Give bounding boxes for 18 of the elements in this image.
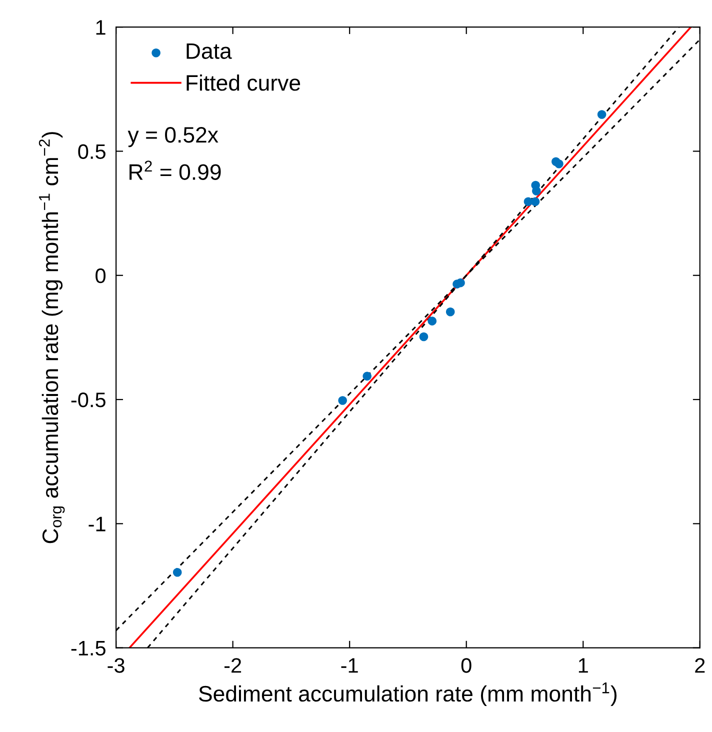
legend-label: Fitted curve [186, 74, 300, 91]
x-tick-label: -2 [224, 658, 242, 673]
x-tick-label: 0 [461, 658, 472, 673]
y-tick-label: 0.5 [78, 144, 106, 159]
x-tick-label: 1 [578, 658, 588, 673]
annotation: y = 0.52x [128, 126, 218, 148]
x-tick-label: 2 [695, 658, 705, 673]
y-tick-label: 0 [96, 268, 106, 284]
x-axis-title: Sediment accumulation rate (mm month$^{−1}$) [198, 682, 617, 706]
annotation: R$^{2}$ = 0.99 [130, 160, 221, 180]
legend-label: Data [186, 43, 232, 59]
y-tick-label: -0.5 [71, 392, 106, 408]
y-axis-title: C$_{org}$ accumulation rate (mg month$^{−1}$ cm$^{−2}$) [38, 132, 65, 544]
y-tick-label: -1 [88, 516, 106, 532]
x-tick-label: -3 [108, 658, 124, 673]
x-tick-label: -1 [341, 658, 358, 673]
y-tick-label: 1 [96, 20, 106, 35]
y-tick-label: -1.5 [71, 641, 106, 656]
